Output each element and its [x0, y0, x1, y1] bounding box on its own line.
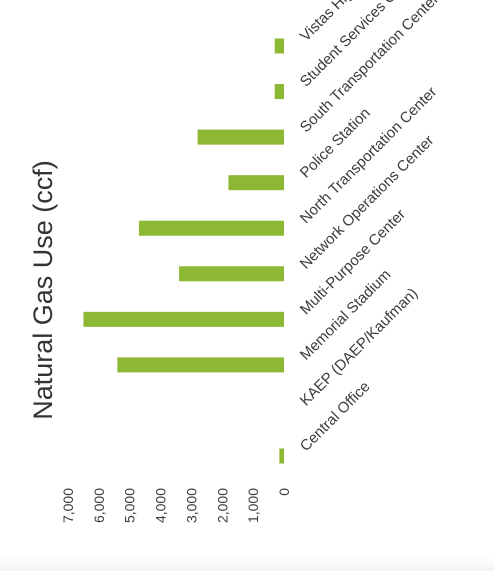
chart-title: Natural Gas Use (ccf) [28, 160, 58, 420]
value-tick-label: 4,000 [153, 488, 169, 523]
bar-student-services-center [274, 84, 284, 100]
value-ticks-group: 0 1,000 2,000 3,000 4,000 5,000 6,000 7,000 [60, 488, 292, 523]
bar-vistas-high-school [274, 38, 284, 54]
bar-multi-purpose-center [83, 311, 285, 327]
bar-south-transportation-center [197, 129, 285, 145]
bar-north-transportation-center [138, 220, 284, 236]
bar-central-office [279, 448, 284, 464]
value-tick-label: 3,000 [183, 488, 199, 523]
bar-police-station [228, 175, 285, 191]
scan-edge [0, 556, 494, 571]
value-tick-label: 5,000 [122, 488, 138, 523]
bar-network-operations-center [179, 266, 284, 282]
value-tick-label: 7,000 [60, 488, 76, 523]
value-tick-label: 0 [276, 488, 292, 496]
rotated-plot-area: Natural Gas Use (ccf) Central OfficeKAEP… [28, 0, 442, 523]
bar-memorial-stadium [117, 357, 285, 373]
bars-group [83, 38, 285, 464]
value-tick-label: 2,000 [214, 488, 230, 523]
value-tick-label: 1,000 [245, 488, 261, 523]
value-tick-label: 6,000 [91, 488, 107, 523]
